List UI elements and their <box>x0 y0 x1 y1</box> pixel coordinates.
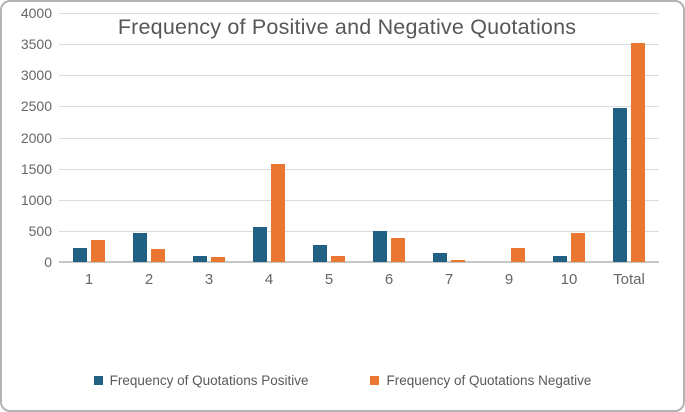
x-tick-label-4: 4 <box>264 271 274 288</box>
legend-swatch-icon <box>370 376 380 385</box>
bar-negative-Total <box>631 43 645 262</box>
bar-positive-10 <box>553 256 567 262</box>
gridline-1000 <box>59 199 659 201</box>
bar-group-3 <box>179 13 239 262</box>
y-tick-label: 0 <box>44 254 52 270</box>
gridline-1500 <box>59 168 659 170</box>
y-tick-label: 3000 <box>20 67 52 84</box>
x-tick-label-6: 6 <box>384 271 394 288</box>
bar-negative-4 <box>271 164 285 262</box>
legend-swatch-icon <box>93 376 103 385</box>
bar-positive-1 <box>73 248 87 262</box>
gridline-500 <box>59 230 659 232</box>
x-tick-label-9: 9 <box>504 271 514 288</box>
x-tick-label-Total: Total <box>613 271 645 288</box>
gridline-2500 <box>59 106 659 108</box>
bar-group-6 <box>359 13 419 262</box>
y-tick-label: 2000 <box>20 129 52 146</box>
x-tick-label-7: 7 <box>444 271 454 288</box>
y-tick-label: 3500 <box>20 36 52 53</box>
x-tick-label-1: 1 <box>84 271 94 288</box>
x-tick-label-5: 5 <box>324 271 334 288</box>
bar-negative-2 <box>151 249 165 262</box>
bar-positive-Total <box>613 108 627 262</box>
bar-group-10 <box>539 13 599 262</box>
y-tick-label: 1500 <box>20 160 52 177</box>
chart-title: Frequency of Positive and Negative Quota… <box>117 15 577 39</box>
y-axis: 0 500 1000 1500 2000 2500 3000 3500 4000 <box>6 5 52 270</box>
bar-positive-4 <box>253 227 267 262</box>
gridline-3500 <box>59 44 659 46</box>
x-axis: 1 2 3 4 5 6 7 9 10 Total <box>59 271 659 288</box>
y-tick-label: 500 <box>28 222 52 239</box>
x-tick-label-3: 3 <box>204 271 214 288</box>
bars-layer <box>59 13 659 262</box>
legend-label: Frequency of Quotations Negative <box>386 373 592 388</box>
bar-negative-1 <box>91 240 105 262</box>
bar-group-5 <box>299 13 359 262</box>
legend: Frequency of Quotations Positive Frequenc… <box>2 373 683 388</box>
bar-positive-3 <box>193 256 207 262</box>
bar-negative-3 <box>211 257 225 262</box>
legend-label: Frequency of Quotations Positive <box>109 373 309 388</box>
y-tick-label: 2500 <box>20 98 52 115</box>
bar-positive-7 <box>433 253 447 262</box>
x-tick-label-2: 2 <box>144 271 154 288</box>
bar-group-Total <box>599 13 659 262</box>
bar-group-1 <box>59 13 119 262</box>
bar-group-4 <box>239 13 299 262</box>
bar-positive-6 <box>373 231 387 262</box>
x-tick-label-10: 10 <box>560 271 578 288</box>
legend-item: Frequency of Quotations Positive <box>93 373 309 388</box>
bar-negative-7 <box>451 260 465 262</box>
bar-group-9 <box>479 13 539 262</box>
bar-positive-5 <box>313 245 327 262</box>
bar-negative-6 <box>391 238 405 262</box>
bar-group-2 <box>119 13 179 262</box>
bar-group-7 <box>419 13 479 262</box>
y-tick-label: 4000 <box>20 5 52 21</box>
bar-positive-2 <box>133 233 147 262</box>
bar-negative-9 <box>511 248 525 262</box>
bar-negative-5 <box>331 256 345 262</box>
gridline-0 <box>59 261 659 263</box>
gridline-3000 <box>59 75 659 77</box>
legend-item: Frequency of Quotations Negative <box>370 373 591 388</box>
y-tick-label: 1000 <box>20 191 52 208</box>
gridline-4000 <box>59 13 659 14</box>
bar-negative-10 <box>571 233 585 262</box>
gridline-2000 <box>59 137 659 139</box>
plot-area <box>59 13 659 263</box>
